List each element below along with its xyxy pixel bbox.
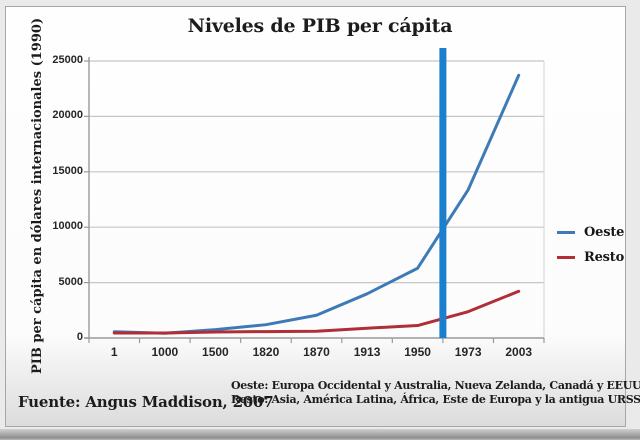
chart-title: Niveles de PIB per cápita: [187, 15, 453, 37]
chart-page: [5, 6, 626, 427]
y-tick-label-0: 0: [76, 331, 83, 343]
resto-definition: Resto: Asia, América Latina, África, Est…: [231, 392, 640, 406]
legend-label-oeste: Oeste: [584, 225, 625, 240]
source-attribution: Fuente: Angus Maddison, 2007: [18, 393, 274, 411]
legend-label-resto: Resto: [584, 250, 625, 265]
y-tick-label-20000: 20000: [52, 109, 83, 122]
x-tick-label-1870: 1870: [303, 345, 330, 359]
oeste-line-swatch-icon: [557, 231, 575, 234]
series-definitions: Oeste: Europa Occidental y Australia, Nu…: [231, 379, 640, 406]
x-tick-label-1: 1: [110, 345, 118, 359]
x-tick-label-1973: 1973: [454, 345, 482, 359]
legend-item-oeste: Oeste: [557, 220, 624, 245]
legend-item-resto: Resto: [557, 245, 624, 270]
y-axis-title: PIB per cápita en dólares internacionale…: [30, 17, 45, 374]
resto-line-swatch-icon: [557, 256, 575, 259]
x-tick-label-1950: 1950: [404, 345, 431, 359]
y-tick-label-5000: 5000: [58, 275, 83, 288]
y-tick-label-25000: 25000: [52, 54, 83, 66]
x-tick-label-1820: 1820: [252, 345, 280, 359]
x-tick-label-1500: 1500: [202, 345, 229, 359]
y-tick-label-10000: 10000: [52, 220, 83, 233]
y-tick-label-15000: 15000: [52, 164, 83, 177]
chart-legend: Oeste Resto: [557, 220, 624, 270]
frame-shadow: [0, 429, 640, 440]
oeste-definition: Oeste: Europa Occidental y Australia, Nu…: [231, 379, 640, 392]
x-tick-label-2003: 2003: [505, 345, 533, 359]
x-tick-label-1000: 1000: [151, 345, 179, 359]
x-tick-label-1913: 1913: [353, 345, 381, 359]
